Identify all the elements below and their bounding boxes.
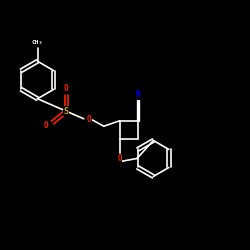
- Text: S: S: [64, 107, 69, 116]
- Text: N: N: [136, 90, 140, 98]
- Text: O: O: [64, 84, 68, 93]
- Text: CH₃: CH₃: [32, 40, 43, 45]
- Text: O: O: [44, 120, 48, 130]
- Text: O: O: [117, 154, 122, 163]
- Text: O: O: [86, 116, 91, 124]
